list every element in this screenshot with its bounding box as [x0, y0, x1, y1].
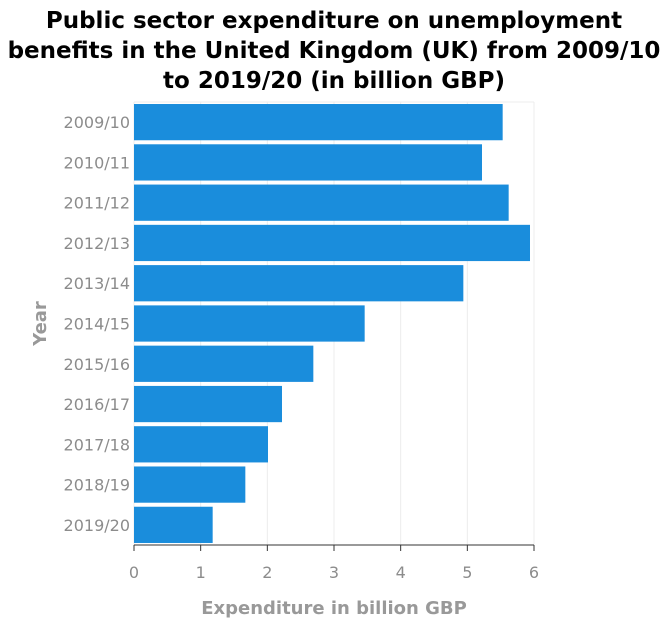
- y-tick-label: 2015/16: [64, 355, 130, 374]
- y-tick-label: 2018/19: [64, 476, 130, 495]
- y-tick-label: 2011/12: [64, 194, 130, 213]
- x-tick-label: 1: [196, 563, 206, 582]
- y-tick-label: 2013/14: [64, 274, 130, 293]
- bar: [134, 345, 314, 382]
- bar: [134, 385, 282, 423]
- bar: [134, 184, 509, 221]
- y-tick-label: 2017/18: [64, 435, 130, 454]
- x-tick-label: 0: [129, 563, 139, 582]
- bar: [134, 104, 503, 141]
- bar: [134, 144, 482, 181]
- y-tick-label: 2012/13: [64, 234, 130, 253]
- bars: [134, 104, 530, 543]
- y-tick-label: 2019/20: [64, 516, 130, 535]
- chart-title: Public sector expenditure on unemploymen…: [7, 8, 661, 94]
- y-tick-labels: 2009/10 2010/11 2011/12 2012/13 2013/14 2014/…: [64, 113, 130, 535]
- bar: [134, 466, 246, 503]
- x-tick-label: 2: [262, 563, 272, 582]
- x-tick-labels: 0 1 2 3 4 5 6: [129, 563, 539, 582]
- bar: [134, 224, 530, 262]
- y-axis-title: Year: [30, 301, 51, 347]
- x-tick-label: 6: [529, 563, 539, 582]
- x-tick-label: 4: [396, 563, 406, 582]
- axes: [133, 544, 535, 551]
- bar: [134, 506, 213, 543]
- bar: [134, 305, 365, 342]
- y-tick-label: 2016/17: [64, 395, 130, 414]
- x-axis-title: Expenditure in billion GBP: [201, 598, 467, 619]
- y-tick-label: 2009/10: [64, 113, 130, 132]
- bar: [134, 426, 268, 463]
- y-tick-label: 2010/11: [64, 153, 130, 172]
- bar: [134, 265, 464, 302]
- x-tick-label: 3: [329, 563, 339, 582]
- x-tick-label: 5: [462, 563, 472, 582]
- y-tick-label: 2014/15: [64, 315, 130, 334]
